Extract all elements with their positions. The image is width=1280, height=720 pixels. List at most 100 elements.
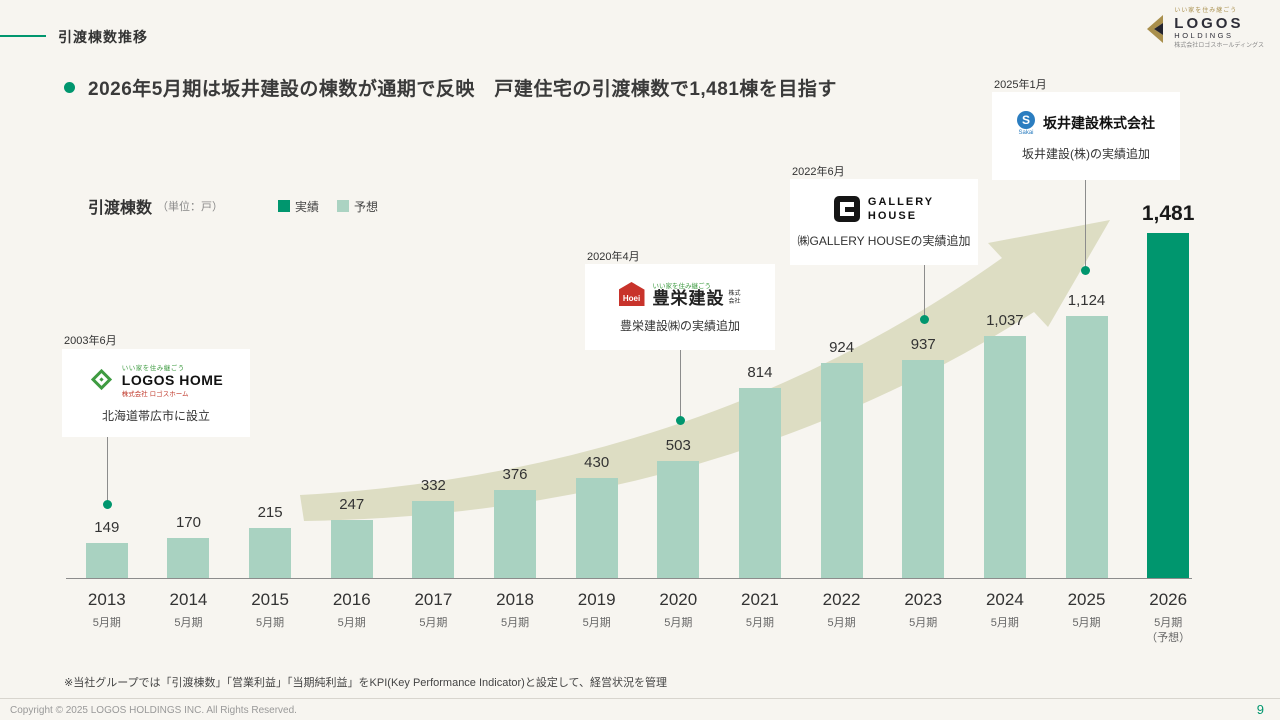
x-axis-label-2017: 2017 5月期 [414, 590, 453, 629]
brand-name: LOGOS [1174, 14, 1244, 32]
footer-divider [0, 698, 1280, 699]
gallery-house-logo: GALLERY HOUSE [833, 195, 935, 224]
annotation-connector-4 [1085, 180, 1086, 267]
legend-item-forecast: 予想 [337, 198, 378, 215]
annotation-dot-2 [676, 416, 685, 425]
bar-2023 [902, 360, 945, 578]
legend-swatch-forecast [337, 200, 350, 212]
sakai-name: 坂井建設株式会社 [1043, 115, 1155, 131]
gallery-house-name-line2: HOUSE [867, 210, 918, 222]
bar-value-label: 937 [910, 336, 936, 353]
bar-2015 [249, 528, 292, 578]
logos-chevron-icon [1147, 14, 1164, 43]
x-axis-label-2018: 2018 5月期 [496, 590, 534, 629]
annotation-text-gallery-house: ㈱GALLERY HOUSEの実績追加 [797, 234, 971, 249]
x-axis-labels: 2013 5月期 2014 5月期 2015 5月期 2016 5月期 2017 5月期 2018 5… [66, 590, 1209, 646]
brand-company: 株式会社ロゴスホールディングス [1174, 42, 1264, 49]
bar-column-2014: 170 [148, 233, 230, 578]
annotation-card-sakai: S Sakai 坂井建設株式会社 坂井建設(株)の実績追加 [992, 92, 1180, 180]
logos-home-tagline: いい家を住み継ごう [121, 364, 185, 372]
annotation-connector-3 [924, 265, 925, 316]
annotation-connector-2 [680, 350, 681, 417]
bar-value-label: 215 [257, 504, 283, 521]
annotation-dot-4 [1081, 266, 1090, 275]
bar-column-2017: 332 [393, 233, 475, 578]
sakai-mark-sub: Sakai [1018, 129, 1034, 136]
hoei-logo: Hoei いい家を住み継ごう 豊栄建設 株式会社 [618, 280, 742, 309]
brand-subname: HOLDINGS [1174, 31, 1234, 41]
x-axis-label-2015: 2015 5月期 [251, 590, 290, 629]
sakai-mark: S Sakai [1017, 110, 1035, 136]
bar-value-label: 376 [502, 466, 528, 483]
x-axis-label-2024: 2024 5月期 [985, 590, 1024, 629]
bar-2021 [738, 388, 781, 578]
legend-label-forecast: 予想 [354, 199, 379, 214]
page-title: 引渡棟数推移 [58, 29, 148, 45]
annotation-date-gallery-house: 2022年6月 [792, 166, 845, 178]
hoei-name: 豊栄建設 [652, 288, 725, 308]
bullet-icon [64, 82, 75, 93]
x-axis-label-2020: 2020 5月期 [659, 590, 698, 629]
legend-item-actual: 実績 [278, 198, 319, 215]
bar-2017 [412, 501, 455, 578]
hoei-company: 株式会社 [728, 291, 741, 305]
bar-value-label: 170 [175, 514, 201, 531]
footnote: ※当社グループでは「引渡棟数」「営業利益」「当期純利益」をKPI(Key Per… [64, 677, 667, 689]
annotation-connector-1 [107, 437, 108, 501]
bar-value-label: 1,124 [1067, 292, 1106, 309]
x-axis [66, 578, 1192, 579]
logos-home-diamond-icon [90, 369, 112, 391]
bar-column-2022: 924 [801, 233, 883, 578]
bar-value-label: 332 [420, 477, 446, 494]
chart-title: 引渡棟数 [88, 200, 153, 217]
bar-value-label: 814 [747, 364, 773, 381]
brand-tagline: いい家を住み継ごう [1174, 8, 1238, 14]
headline-text: 2026年5月期は坂井建設の棟数が通期で反映 戸建住宅の引渡棟数で1,481棟を… [88, 79, 837, 100]
bar-column-2013: 149 [66, 233, 148, 578]
bar-2020 [657, 461, 700, 578]
annotation-dot-1 [103, 500, 112, 509]
annotation-text-sakai: 坂井建設(株)の実績追加 [1022, 146, 1150, 161]
x-axis-label-2013: 2013 5月期 [87, 590, 126, 629]
x-axis-label-2026: 2026 5月期 （予想） [1146, 590, 1191, 644]
bar-column-2018: 376 [474, 233, 556, 578]
chart-header: 引渡棟数 （単位：戸） 実績 予想 [88, 194, 378, 218]
logos-home-company: 株式会社 ロゴスホーム [121, 391, 189, 399]
bar-value-label: 1,037 [986, 312, 1024, 329]
copyright: Copyright © 2025 LOGOS HOLDINGS INC. All… [10, 705, 297, 716]
annotation-date-sakai: 2025年1月 [994, 79, 1047, 91]
bar-2018 [494, 490, 537, 578]
bar-value-label: 924 [829, 339, 855, 356]
logos-home-name: LOGOS HOME [121, 371, 224, 388]
bar-2013 [85, 543, 128, 578]
bar-2024 [983, 336, 1026, 578]
bar-value-label: 430 [584, 454, 610, 471]
gallery-house-name-line1: GALLERY [867, 195, 935, 208]
annotation-text-hoei: 豊栄建設㈱の実績追加 [619, 319, 740, 334]
bar-2016 [330, 520, 373, 578]
sakai-s-icon: S [1017, 110, 1035, 129]
bar-value-label: 247 [339, 496, 365, 513]
brand-logo: いい家を住み継ごう LOGOS HOLDINGS 株式会社ロゴスホールディングス [1141, 8, 1264, 50]
bar-column-2025: 1,124 [1046, 233, 1128, 578]
x-axis-label-2019: 2019 5月期 [577, 590, 616, 629]
annotation-text-founding: 北海道帯広市に設立 [101, 409, 210, 424]
page-number: 9 [1256, 702, 1264, 717]
hoei-house-icon: Hoei [618, 282, 645, 306]
gallery-house-icon [833, 196, 860, 222]
annotation-dot-3 [920, 315, 929, 324]
sakai-logo: S Sakai 坂井建設株式会社 [1017, 110, 1155, 136]
bar-2022 [820, 363, 863, 578]
x-axis-label-2021: 2021 5月期 [741, 590, 779, 629]
bar-2026 [1147, 233, 1190, 578]
x-axis-label-2022: 2022 5月期 [822, 590, 861, 629]
x-axis-label-2014: 2014 5月期 [169, 590, 208, 629]
annotation-card-hoei: Hoei いい家を住み継ごう 豊栄建設 株式会社 豊栄建設㈱の実績追加 [585, 264, 775, 350]
chart-unit: （単位：戸） [157, 201, 224, 213]
x-axis-label-2025: 2025 5月期 [1067, 590, 1106, 629]
annotation-card-gallery-house: GALLERY HOUSE ㈱GALLERY HOUSEの実績追加 [790, 179, 978, 265]
bar-2025 [1065, 316, 1108, 578]
bar-column-2016: 247 [311, 233, 393, 578]
title-accent-line [0, 35, 46, 37]
